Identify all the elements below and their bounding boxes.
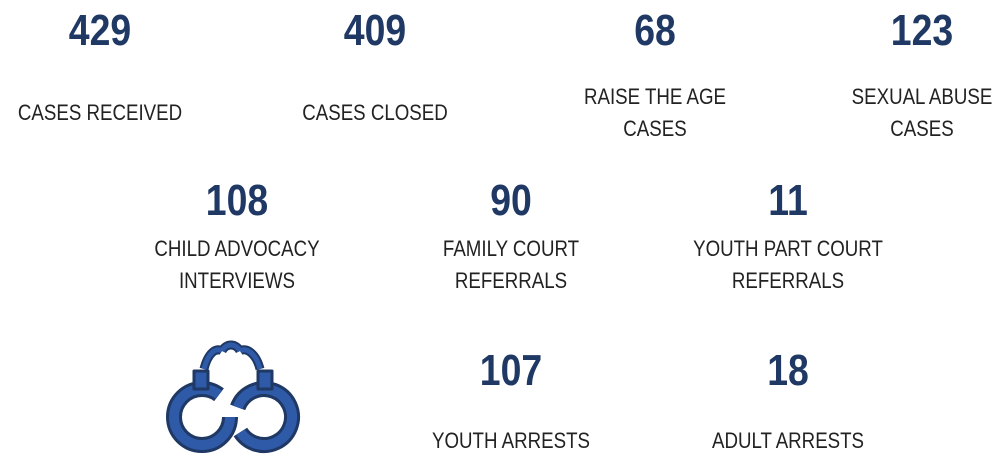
- stat-label: CASES: [623, 116, 687, 141]
- stat-value: 11: [768, 176, 808, 225]
- stat-label: ADULT ARRESTS: [711, 428, 865, 453]
- stat-label: FAMILY COURT: [442, 236, 580, 261]
- stat-value: 429: [68, 6, 132, 55]
- stat-value: 90: [490, 176, 532, 225]
- stat-value: 68: [634, 6, 676, 55]
- stat-value: 107: [479, 346, 543, 395]
- stat-label: CASES: [890, 116, 954, 141]
- stat-value: 123: [890, 6, 954, 55]
- stat-label: REFERRALS: [731, 268, 845, 293]
- stat-value: 108: [205, 176, 269, 225]
- stat-label: YOUTH ARRESTS: [432, 428, 590, 453]
- stat-label: RAISE THE AGE: [583, 84, 727, 109]
- stat-label: CHILD ADVOCACY: [154, 236, 320, 261]
- stat-label: SEXUAL ABUSE: [851, 84, 993, 109]
- stat-label: REFERRALS: [454, 268, 568, 293]
- handcuffs-icon: [166, 340, 300, 453]
- stat-value: 18: [767, 346, 809, 395]
- stat-value: 409: [343, 6, 407, 55]
- stat-label: YOUTH PART COURT: [693, 236, 883, 261]
- stat-label: CASES CLOSED: [302, 100, 448, 125]
- stat-label: INTERVIEWS: [178, 268, 296, 293]
- stat-label: CASES RECEIVED: [17, 100, 183, 125]
